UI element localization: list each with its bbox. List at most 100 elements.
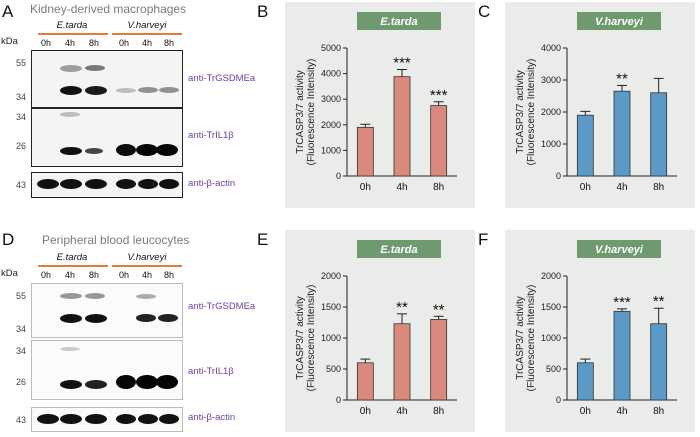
chart-e-x-tick-label: 0h [360,406,371,417]
panel-label-a: A [2,2,14,21]
chart-f-y-tick-label: 2000 [541,271,561,281]
chart-b-x-tick-label: 4h [396,182,407,193]
chart-b-y-tick-label: 5000 [321,43,341,53]
chart-b-y-tick-label: 2000 [321,120,341,130]
blot-d-tp: 0h [40,270,51,280]
blot-d-marker: 55 [15,291,26,301]
chart-e-x-tick-label: 4h [396,406,407,417]
blot-a-tp: 0h [40,38,51,48]
blot-d-underline-etarda [38,265,108,267]
chart-b-svg: E.tarda 0 1000 2000 3000 4000 5000 TrCASP3/7 ac… [295,12,457,193]
blot-d-tp: 4h [64,270,75,280]
chart-f-ylabel-line: (Fluorescence Intensity) [526,285,537,392]
blot-d-il1b-membrane [31,340,183,400]
chart-e-title: E.tarda [380,244,417,256]
chart-f-significance: *** [613,294,631,311]
chart-c-y-tick-label: 3000 [541,75,561,85]
chart-f-bar [613,310,631,401]
chart-e-title-box [357,240,441,258]
chart-f-x-tick-label: 8h [653,406,664,417]
chart-b-x-tick-label: 0h [360,182,371,193]
blot-d-group-vharveyi: V.harveyi [127,252,167,263]
chart-c-bar [576,114,594,177]
chart-c-ylabel-line: (Fluorescence Intensity) [526,59,537,166]
chart-b-y-tick-label: 3000 [321,94,341,104]
blot-a-tp: 0h [118,38,129,48]
blot-a-il1b-membrane [31,108,183,167]
chart-b-y-tick-label: 0 [336,171,341,181]
chart-e-bar [393,323,411,401]
chart-b-y-tick-label: 4000 [321,69,341,79]
blot-a-tp: 4h [64,38,75,48]
blot-a-kda: kDa [1,36,18,47]
chart-e-y-tick-label: 0 [336,395,341,405]
blot-d-tp: 4h [141,270,152,280]
chart-e-y-tick-label: 1000 [321,333,341,343]
blot-d-tp: 8h [163,270,174,280]
chart-c-y-tick-label: 4000 [541,43,561,53]
chart-c-bar [613,90,631,177]
chart-f-title-box [577,240,661,258]
blot-d-group-etarda: E.tarda [56,252,88,263]
blot-a-tp: 4h [141,38,152,48]
blot-d-marker: 26 [15,377,26,387]
chart-c-y-tick-label: 0 [556,171,561,181]
chart-c-title-box [577,12,661,30]
chart-c-x-tick-label: 8h [653,182,664,193]
blot-a-underline-etarda [38,33,108,35]
blot-a-marker: 26 [15,141,26,151]
chart-b-significance: *** [430,87,448,104]
blot-d-antibody-actin: anti-β-actin [188,412,236,423]
chart-f-significance: ** [653,293,665,310]
chart-b-y-tick-label: 1000 [321,145,341,155]
blot-a-marker: 34 [15,92,26,102]
chart-f-x-tick-label: 4h [616,406,627,417]
blot-a-group-vharveyi: V.harveyi [127,20,167,31]
blot-a-tp: 8h [163,38,174,48]
blot-d-marker: 43 [15,415,26,425]
blot-a-underline-vharveyi [112,33,182,35]
chart-c-title: V.harveyi [595,16,644,28]
blot-a-title: Kidney-derived macrophages [30,2,187,16]
chart-e-x-tick-label: 8h [433,406,444,417]
blot-d-tp: 0h [118,270,129,280]
chart-f-svg: V.harveyi 0 500 1000 1500 2000 TrCASP3/7 activ… [515,240,677,417]
chart-c-y-tick-label: 1000 [541,139,561,149]
chart-f-ylabel-line: TrCASP3/7 activity [515,296,526,380]
chart-b-bar [430,105,448,177]
chart-e-y-tick-label: 500 [326,364,341,374]
blot-d-marker: 34 [15,346,26,356]
blot-a-marker: 34 [15,112,26,122]
chart-b-ylabel-line: (Fluorescence Intensity) [306,59,317,166]
chart-panel-b: E.tarda 0 1000 2000 3000 4000 5000 TrCASP3/7 ac… [285,2,475,208]
chart-f-y-tick-label: 1500 [541,302,561,312]
chart-f-title: V.harveyi [595,244,644,256]
chart-panel-f: V.harveyi 0 500 1000 1500 2000 TrCASP3/7 activ… [505,230,695,432]
panel-label-e: E [257,230,269,249]
chart-panel-c: V.harveyi 0 1000 2000 3000 4000 TrCASP3/7 acti… [505,2,695,208]
chart-b-bar [393,76,411,177]
blot-d-gsdmea-membrane [31,283,183,338]
chart-f-bar [576,362,594,401]
blot-a-group-etarda: E.tarda [56,20,88,31]
blot-d-title: Peripheral blood leucocytes [42,233,190,247]
chart-f-bar [650,323,668,401]
chart-b-significance: *** [393,55,411,72]
chart-c-bar [650,92,668,177]
chart-f-y-tick-label: 1000 [541,333,561,343]
chart-c-x-tick-label: 0h [580,182,591,193]
chart-c-x-tick-label: 4h [616,182,627,193]
chart-c-significance: ** [616,70,628,87]
blot-d-actin-membrane [31,407,183,432]
chart-b-ylabel-line: TrCASP3/7 activity [295,70,306,154]
chart-c-svg: V.harveyi 0 1000 2000 3000 4000 TrCASP3/7 acti… [515,12,677,193]
chart-f-y-tick-label: 0 [556,395,561,405]
blot-a-gsdmea-membrane [31,50,183,108]
blot-d-tp: 8h [88,270,99,280]
chart-e-svg: E.tarda 0 500 1000 1500 2000 TrCASP3/7 activit… [295,240,457,417]
blot-a-actin-membrane [31,172,183,198]
chart-e-bar [356,362,374,401]
blot-a-tp: 8h [88,38,99,48]
chart-e-bar [430,319,448,401]
chart-b-x-tick-label: 8h [433,182,444,193]
